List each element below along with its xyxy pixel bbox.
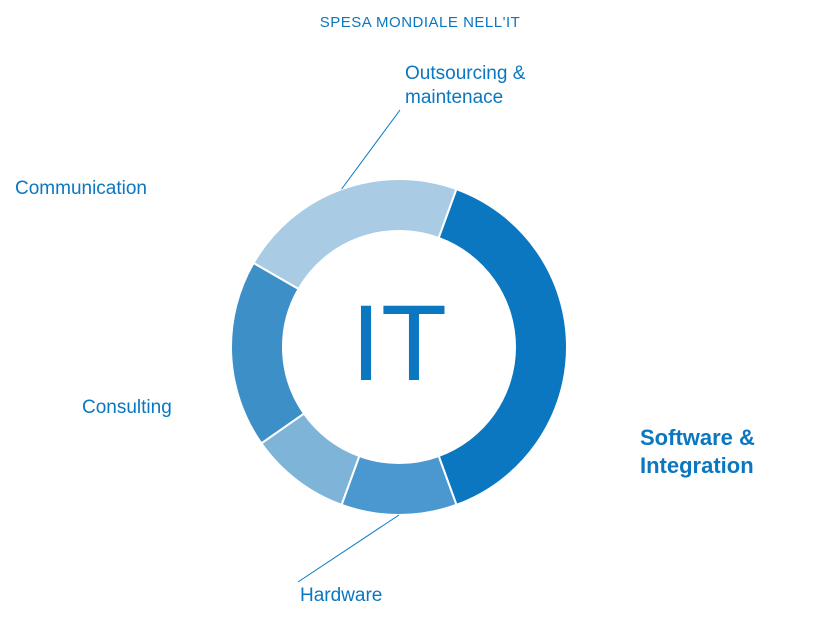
label-software-line0: Software & [640, 425, 755, 450]
label-outsourcing: Outsourcing & maintenace [405, 62, 525, 110]
label-consulting-line0: Consulting [82, 397, 172, 418]
leader-line-outsourcing [342, 110, 400, 189]
label-software: Software & Integration [640, 424, 755, 479]
label-hardware: Hardware [300, 584, 382, 608]
donut-center-label: IT [279, 280, 519, 405]
label-software-line1: Integration [640, 453, 754, 478]
label-communication: Communication [15, 177, 147, 201]
label-outsourcing-line0: Outsourcing & [405, 63, 525, 84]
label-communication-line0: Communication [15, 178, 147, 199]
donut-segment-hardware [342, 456, 457, 515]
donut-center-label-text: IT [351, 282, 447, 403]
label-hardware-line0: Hardware [300, 585, 382, 606]
leader-line-hardware [298, 515, 399, 582]
label-outsourcing-line1: maintenace [405, 87, 503, 108]
label-consulting: Consulting [82, 396, 172, 420]
